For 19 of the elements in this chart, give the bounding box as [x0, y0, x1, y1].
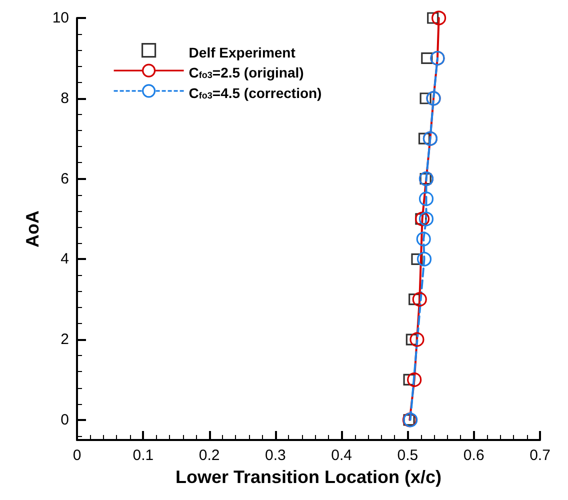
y-tick-label: 0 — [60, 411, 69, 428]
y-tick-label: 8 — [60, 90, 69, 107]
x-tick-label: 0.5 — [397, 447, 418, 464]
y-tick-label: 6 — [60, 170, 69, 188]
x-tick-label: 0.1 — [132, 447, 154, 464]
legend-label: Cfo3=2.5 (original) — [188, 64, 304, 81]
x-tick-label: 0.3 — [265, 447, 286, 464]
x-tick-label: 0.4 — [331, 447, 352, 464]
x-tick-label: 0.2 — [198, 447, 220, 464]
x-axis-title: Lower Transition Location (x/c) — [175, 466, 442, 487]
y-tick-label: 4 — [60, 250, 69, 268]
y-tick-label: 10 — [52, 10, 69, 26]
x-tick-label: 0 — [72, 447, 82, 464]
x-tick-label: 0.7 — [530, 447, 550, 464]
legend-label: Delf Experiment — [188, 44, 296, 60]
y-tick-label: 2 — [60, 331, 69, 348]
y-axis-title: AoA — [22, 210, 42, 248]
x-tick-label: 0.6 — [463, 447, 484, 464]
legend-label: Cfo3=4.5 (correction) — [188, 84, 322, 101]
